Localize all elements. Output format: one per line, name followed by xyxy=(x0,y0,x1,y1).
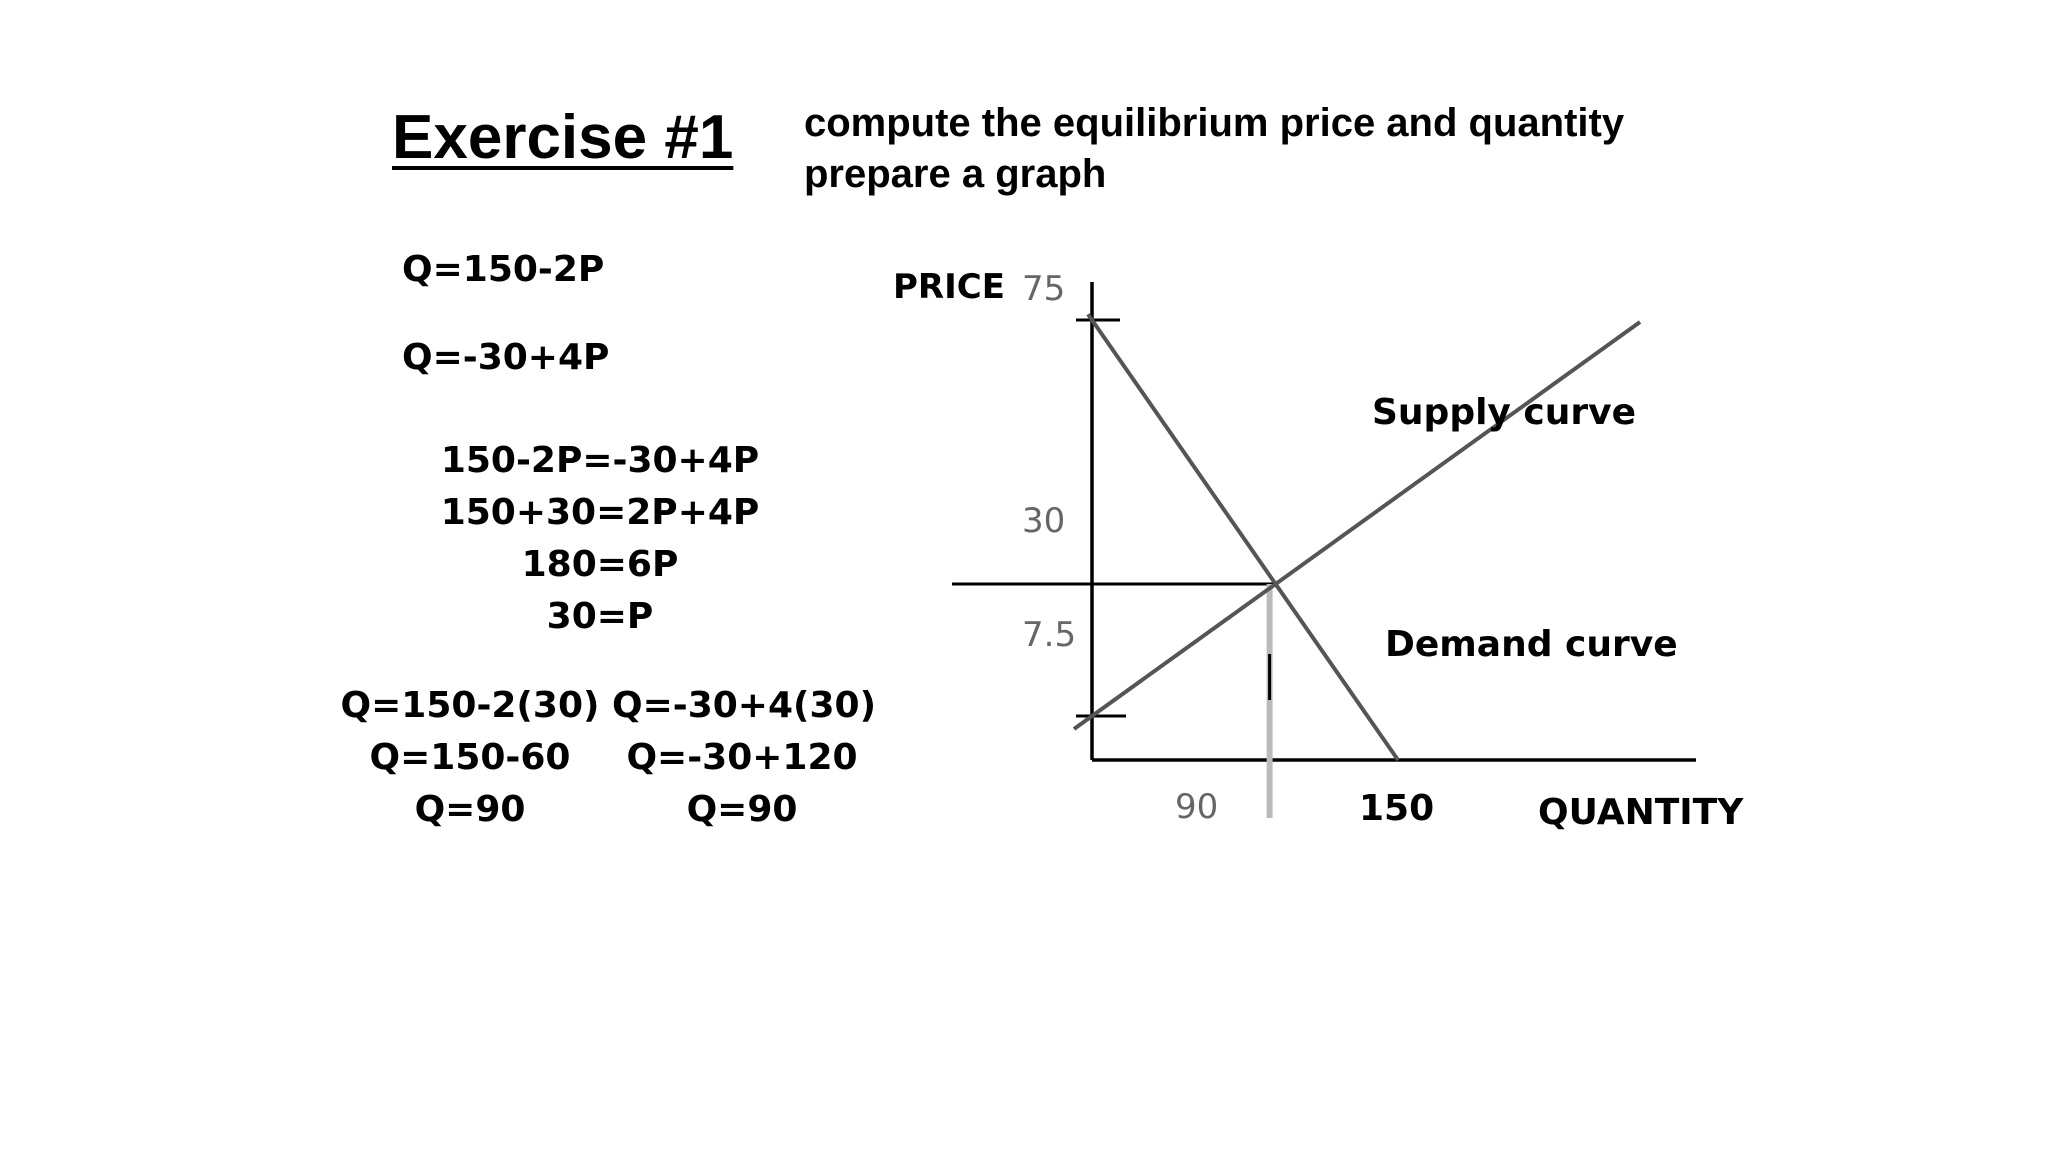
x-tick-label-90: 90 xyxy=(1175,787,1218,827)
demand-check-line: Q=150-60 xyxy=(369,737,571,778)
solve-step: 150+30=2P+4P xyxy=(440,492,760,533)
y-tick-label-30: 30 xyxy=(1022,501,1065,541)
demand-check: Q=150-2(30) Q=150-60 Q=90 xyxy=(340,680,600,836)
supply-curve-line xyxy=(1072,320,1642,731)
demand-check-line: Q=150-2(30) xyxy=(340,685,600,726)
solve-step: 180=6P xyxy=(521,544,679,585)
x-tick-label-150: 150 xyxy=(1359,788,1434,829)
demand-curve-label: Demand curve xyxy=(1385,624,1678,665)
y-tick-label-75: 75 xyxy=(1022,269,1065,309)
supply-equation: Q=-30+4P xyxy=(402,337,610,378)
solve-step: 30=P xyxy=(546,596,654,637)
demand-curve-line xyxy=(1086,313,1400,762)
supply-check: Q=-30+4(30) Q=-30+120 Q=90 xyxy=(612,680,877,836)
supply-check-line: Q=-30+120 xyxy=(626,737,858,778)
slide-title: Exercise #1 xyxy=(392,103,734,172)
solve-steps: 150-2P=-30+4P 150+30=2P+4P 180=6P 30=P xyxy=(440,435,760,643)
supply-check-line: Q=90 xyxy=(686,789,798,830)
y-tick-label-7-5: 7.5 xyxy=(1022,615,1076,655)
solve-step: 150-2P=-30+4P xyxy=(440,440,760,481)
supply-curve-label: Supply curve xyxy=(1372,392,1636,433)
instruction-line-2: prepare a graph xyxy=(804,152,1107,196)
demand-check-line: Q=90 xyxy=(414,789,526,830)
y-axis-label: PRICE xyxy=(893,267,1005,307)
instructions: compute the equilibrium price and quanti… xyxy=(804,98,1624,200)
supply-check-line: Q=-30+4(30) xyxy=(612,685,877,726)
x-axis-label: QUANTITY xyxy=(1538,792,1744,833)
instruction-line-1: compute the equilibrium price and quanti… xyxy=(804,101,1625,145)
demand-equation: Q=150-2P xyxy=(402,249,605,290)
